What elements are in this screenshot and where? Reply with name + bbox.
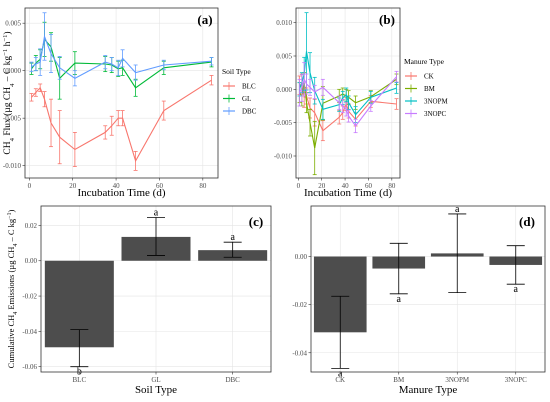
significance-letter: a [154, 207, 159, 218]
legend-item-blc: BLC [242, 83, 256, 91]
x-tick-label: CK [335, 376, 345, 384]
x-tick-label: 80 [388, 182, 396, 190]
y-tick-label: 0.00 [25, 257, 38, 265]
y-tick-label: 0.005 [5, 20, 21, 28]
legend-item-3nopc: 3NOPC [424, 110, 447, 118]
y-tick-label: -0.005 [3, 115, 22, 123]
panel-label: (a) [197, 12, 212, 27]
x-tick-label: 60 [156, 182, 164, 190]
x-tick-label: 40 [342, 182, 350, 190]
plot-background [25, 8, 218, 178]
y-tick-label: 0.000 [276, 86, 292, 94]
series-line-bm [299, 78, 397, 149]
y-tick-label: 0.02 [25, 222, 38, 230]
legend-item-ck: CK [424, 73, 434, 81]
y-tick-label: 0.000 [5, 67, 21, 75]
y-axis-title-a: CH4 Flux (µg CH4 – C kg−1 h−1) [2, 31, 16, 154]
y-tick-label: -0.010 [274, 153, 293, 161]
panel-a: (a) 0 20 40 60 80 -0.010 -0.005 0.000 0.005 Soil T… [3, 7, 257, 190]
x-tick-label: 3NOPM [445, 376, 470, 384]
significance-letter: a [230, 232, 235, 243]
y-tick-label: 0.010 [276, 19, 292, 27]
plot-frame [40, 205, 272, 373]
y-tick-label: -0.04 [22, 328, 37, 336]
series-line-3nopc [299, 76, 397, 127]
significance-letter: a [397, 294, 402, 305]
x-tick-label: 3NOPC [505, 376, 528, 384]
legend-item-3nopm: 3NOPM [424, 98, 449, 106]
axis-labels: CH4 Flux (µg CH4 – C kg−1 h−1) Cumulative… [2, 31, 458, 396]
x-axis-title-c: Soil Type [135, 384, 177, 396]
legend-title: Manure Type [404, 57, 445, 66]
y-tick-label: -0.02 [292, 301, 307, 309]
panel-label: (b) [379, 12, 395, 27]
x-tick-label: BM [393, 376, 405, 384]
y-tick-label: -0.010 [3, 162, 22, 170]
legend-item-dbc: DBC [242, 108, 257, 116]
x-axis-title-b: Incubation Time (d) [304, 187, 392, 199]
x-axis-title-d: Manure Type [399, 384, 458, 396]
panel-label: (d) [519, 214, 535, 229]
legend-item-bm: BM [424, 85, 436, 93]
series-line-dbc [31, 34, 212, 79]
x-tick-label: 20 [318, 182, 326, 190]
y-tick-label: 0.005 [276, 53, 292, 61]
plot-frame [310, 205, 546, 373]
y-tick-label: -0.02 [22, 293, 37, 301]
y-axis-title-c: Cumulative CH4 Emissions (µg CH4 – C kg−… [6, 210, 19, 369]
plot-frame [24, 7, 219, 179]
x-axis-title-a: Incubation Time (d) [78, 187, 166, 199]
x-tick-label: BLC [73, 376, 87, 384]
y-tick-label: -0.04 [292, 349, 307, 357]
legend-item-gl: GL [242, 95, 251, 103]
significance-letter: a [455, 204, 460, 215]
x-tick-label: 80 [199, 182, 207, 190]
y-tick-label: 0.00 [295, 253, 308, 261]
x-tick-label: 60 [365, 182, 373, 190]
y-tick-label: -0.06 [22, 363, 37, 371]
series-line-3nopm [298, 51, 397, 116]
x-tick-label: 0 [297, 182, 301, 190]
legend-title: Soil Type [222, 67, 251, 76]
panel-b: (b) 0 20 40 60 80 -0.010 -0.005 0.000 0.005 0.010 M… [274, 7, 449, 190]
panel-label: (c) [249, 214, 263, 229]
series-line-blc [31, 79, 212, 163]
x-tick-label: 20 [69, 182, 77, 190]
x-tick-label: 0 [28, 182, 32, 190]
panel-d: aCKaBMa3NOPMa3NOPC(d)-0.04-0.020.00 [292, 204, 546, 384]
significance-letter: a [514, 284, 519, 295]
y-tick-label: -0.005 [274, 119, 293, 127]
x-tick-label: DBC [225, 376, 240, 384]
x-tick-label: GL [151, 376, 160, 384]
x-tick-label: 40 [113, 182, 121, 190]
plot-frame [295, 7, 401, 179]
series-line-ck [299, 83, 397, 132]
